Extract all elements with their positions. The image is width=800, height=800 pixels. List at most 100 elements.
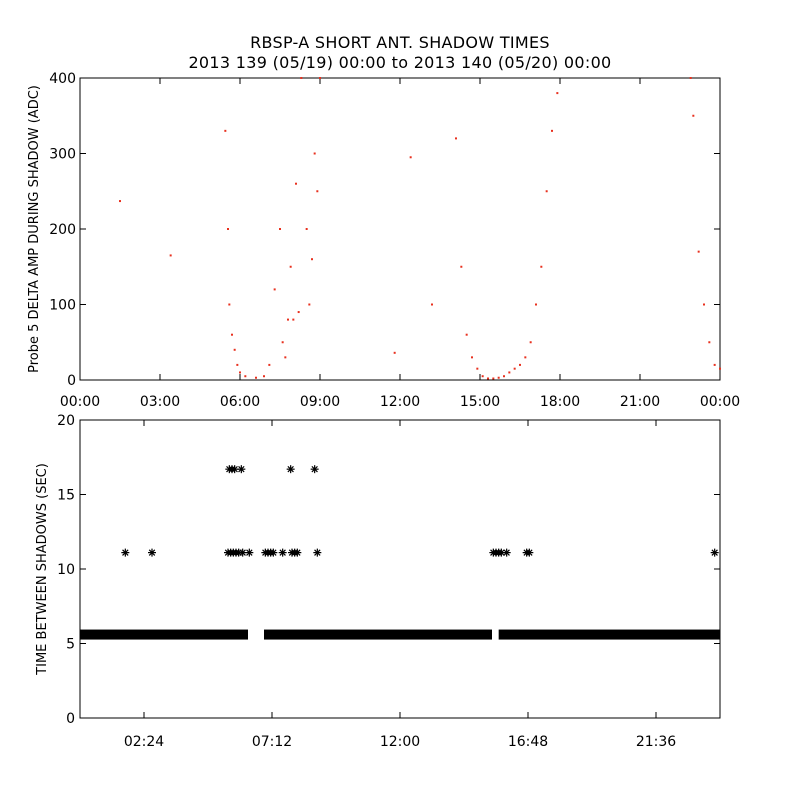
top-data-point [308, 303, 311, 306]
chart-title-line1: RBSP-A SHORT ANT. SHADOW TIMES [250, 33, 550, 52]
top-data-point [697, 250, 700, 253]
top-data-point [227, 228, 229, 230]
top-data-point [409, 156, 412, 159]
top-data-point [519, 363, 521, 366]
bottom-baseline-band [498, 629, 720, 640]
bottom-baseline-band [80, 629, 248, 640]
top-x-tick-label: 03:00 [140, 394, 180, 410]
top-data-point [289, 265, 292, 268]
star-stroke [270, 549, 277, 556]
star-stroke [311, 465, 318, 473]
top-data-point [297, 311, 300, 314]
top-data-point [476, 367, 479, 370]
top-data-point [689, 77, 692, 79]
top-data-point [292, 318, 295, 321]
top-axis-ticks: 00:00 03:00 06:00 09:00 12:00 15:00 18:00 21:00… [49, 71, 740, 410]
top-data-point [513, 367, 516, 370]
top-data-point [268, 363, 271, 366]
top-x-tick-label: 06:00 [220, 394, 260, 410]
top-data-point [545, 190, 548, 193]
bottom-data-point [148, 548, 156, 557]
top-data-point [236, 363, 239, 366]
top-data-point [556, 92, 559, 95]
top-data-point [231, 333, 233, 336]
top-data-point [487, 377, 489, 380]
top-data-point [703, 303, 705, 306]
top-x-tick-label: 09:00 [300, 394, 340, 410]
bottom-data-point [237, 465, 246, 474]
bottom-x-tick-label: 02:24 [124, 734, 164, 750]
top-data-point [393, 351, 396, 354]
chart-title-line2: 2013 139 (05/19) 00:00 to 2013 140 (05/2… [188, 53, 611, 72]
bottom-x-tick-label: 12:00 [380, 734, 420, 750]
top-data-point [503, 375, 505, 378]
top-data-point [708, 341, 711, 344]
top-data-point [281, 341, 284, 344]
top-data-point [300, 77, 303, 79]
top-data-point [239, 371, 241, 374]
top-data-point [497, 376, 500, 379]
top-y-tick-label: 400 [49, 71, 76, 87]
bottom-plot-frame [79, 419, 721, 719]
bottom-x-tick-label: 21:36 [636, 734, 676, 750]
bottom-y-tick-label: 5 [66, 637, 75, 653]
top-x-tick-label: 21:00 [620, 394, 660, 410]
top-data-point [233, 348, 236, 351]
bottom-y-axis-title: TIME BETWEEN SHADOWS (SEC) [35, 463, 50, 676]
star-stroke [148, 549, 156, 556]
top-data-point [713, 363, 716, 366]
bottom-data-point [313, 548, 322, 557]
bottom-x-tick-label: 07:12 [252, 734, 292, 750]
top-data-point [319, 77, 321, 79]
top-scatter-series [119, 77, 721, 380]
top-data-point [244, 375, 247, 378]
bottom-data-point [310, 465, 319, 474]
top-data-point [535, 303, 537, 306]
top-y-axis-title: Probe 5 DELTA AMP DURING SHADOW (ADC) [27, 85, 42, 373]
top-data-point [465, 333, 468, 336]
top-data-point [287, 318, 289, 321]
bottom-panel: 02:24 07:12 12:00 16:48 21:36 0 5 10 15 20 TIME B… [35, 413, 721, 750]
top-data-point [551, 129, 553, 132]
star-stroke [314, 549, 321, 556]
top-y-tick-label: 0 [67, 373, 76, 389]
bottom-data-point [245, 548, 254, 557]
bottom-data-point [269, 548, 278, 557]
top-data-point [295, 182, 297, 185]
top-data-point [263, 375, 265, 378]
bottom-data-point [121, 548, 130, 557]
top-y-tick-label: 300 [49, 147, 76, 163]
bottom-data-point [502, 548, 511, 557]
star-stroke [503, 549, 510, 556]
top-y-tick-label: 200 [49, 222, 76, 238]
top-data-point [460, 265, 463, 268]
star-stroke [711, 549, 718, 556]
top-data-point [279, 228, 281, 230]
top-data-point [431, 303, 433, 306]
bottom-data-point [525, 548, 534, 557]
top-x-tick-label: 00:00 [700, 394, 740, 410]
top-data-point [719, 367, 721, 370]
top-data-point [224, 129, 227, 132]
top-data-point [311, 258, 313, 261]
top-x-tick-label: 00:00 [60, 394, 100, 410]
star-stroke [279, 549, 286, 556]
top-data-point [273, 288, 276, 291]
top-data-point [169, 254, 172, 257]
top-data-point [284, 356, 287, 359]
top-x-tick-label: 12:00 [380, 394, 420, 410]
top-data-point [455, 137, 457, 140]
top-panel: 00:00 03:00 06:00 09:00 12:00 15:00 18:00 21:00… [27, 71, 740, 410]
bottom-y-tick-label: 0 [66, 711, 75, 727]
top-data-point [529, 341, 532, 344]
star-stroke [287, 465, 294, 473]
top-data-point [305, 228, 308, 230]
top-y-tick-label: 100 [49, 298, 76, 314]
star-stroke [246, 549, 253, 556]
top-data-point [313, 152, 316, 155]
top-data-point [524, 356, 527, 359]
bottom-scatter-series [80, 465, 720, 640]
star-stroke [526, 549, 533, 556]
top-data-point [508, 371, 511, 374]
